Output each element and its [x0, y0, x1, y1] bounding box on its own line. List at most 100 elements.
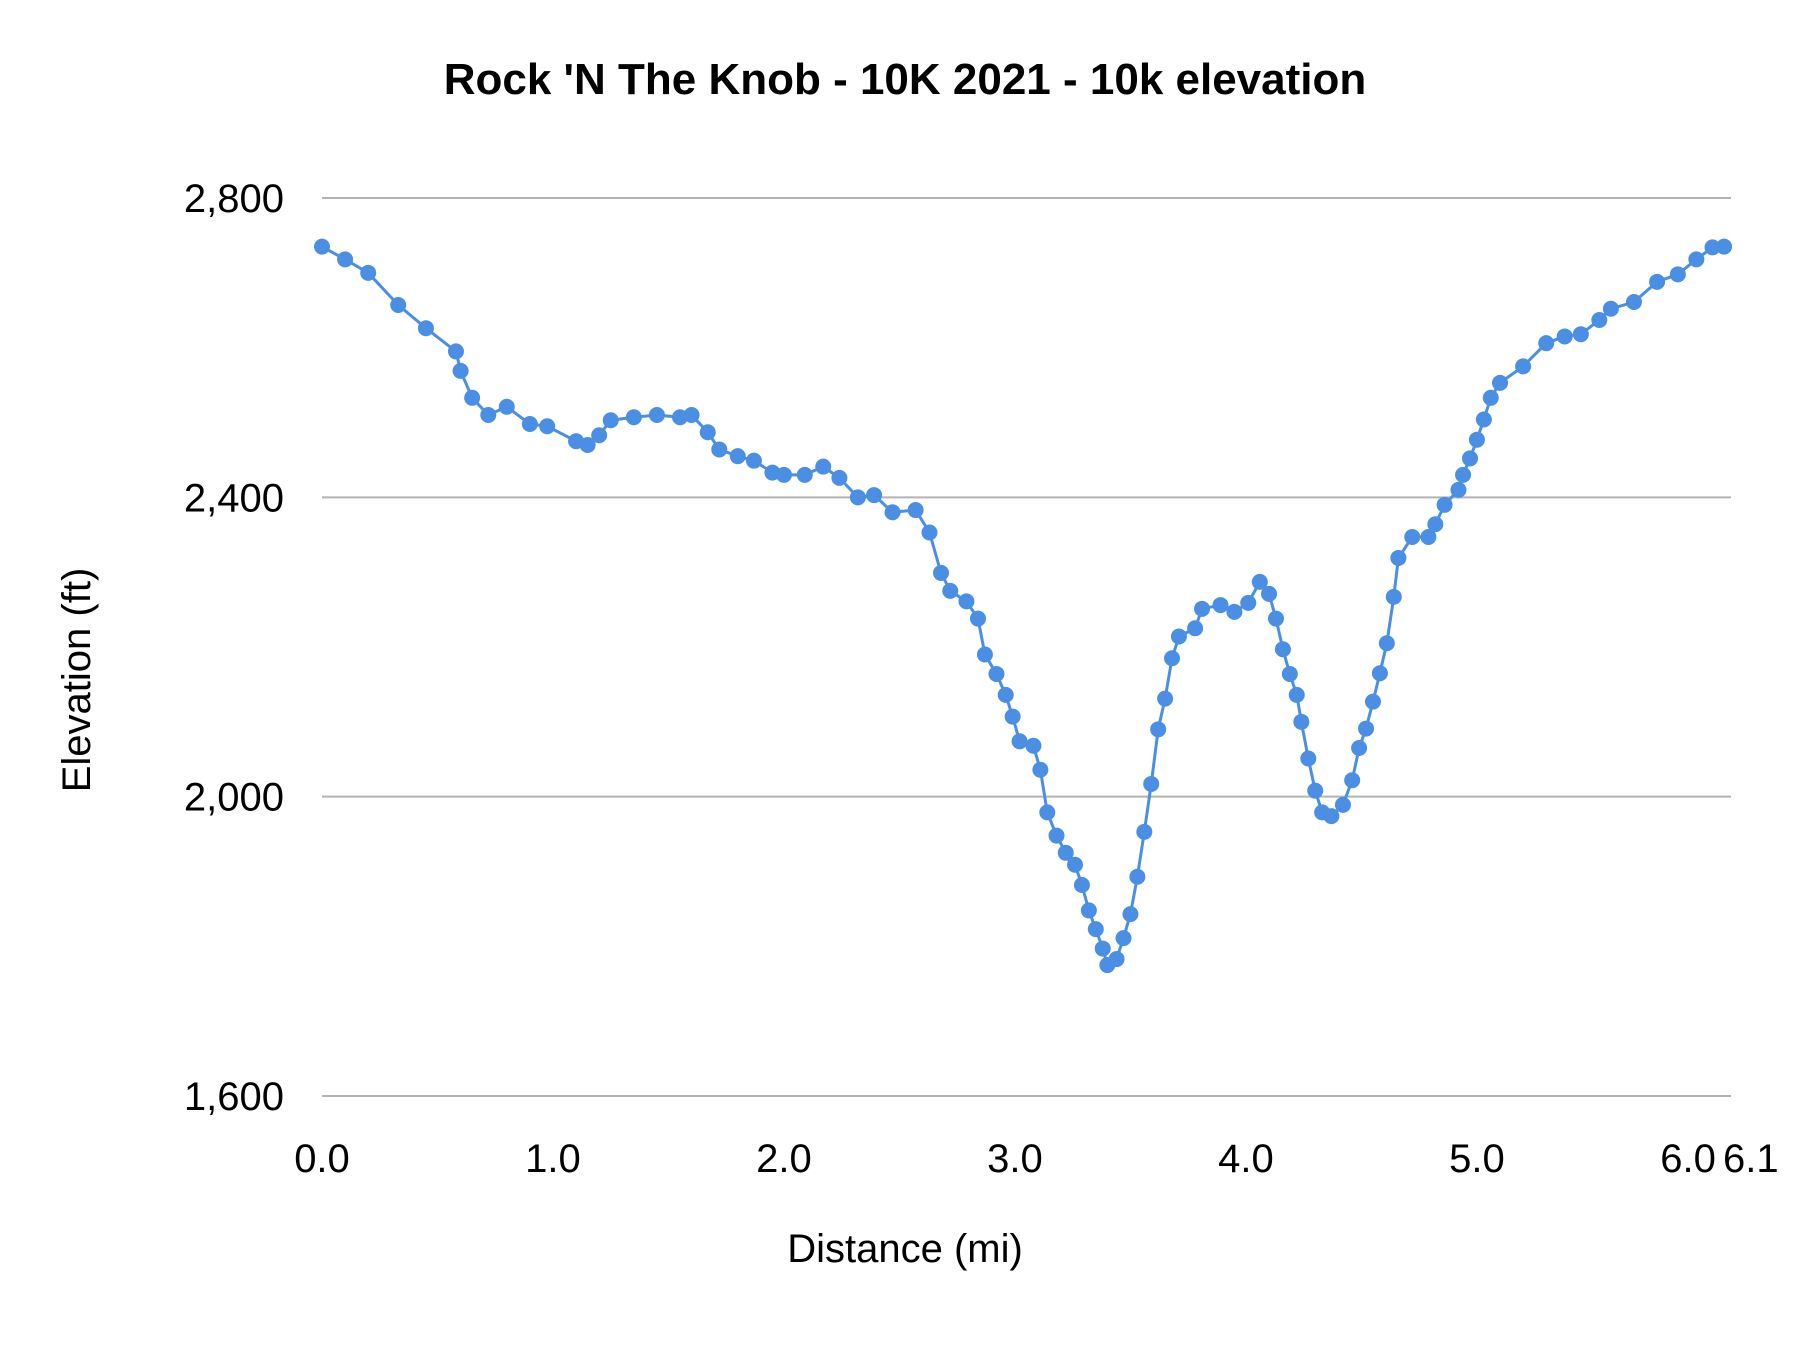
- data-point: [1300, 750, 1317, 767]
- data-point: [1461, 450, 1478, 467]
- data-point: [729, 448, 746, 465]
- data-point: [683, 407, 700, 424]
- data-point: [337, 251, 354, 268]
- x-axis-ticks: 0.0 1.0 2.0 3.0 4.0 5.0 6.0 6.1: [294, 1137, 1778, 1181]
- data-point: [314, 238, 330, 255]
- data-point: [775, 466, 792, 483]
- data-point: [1039, 804, 1056, 821]
- data-point: [1094, 940, 1111, 957]
- data-point: [1538, 335, 1555, 352]
- x-tick-label: 5.0: [1449, 1137, 1505, 1181]
- data-point: [1004, 708, 1021, 725]
- data-point: [1468, 431, 1485, 448]
- y-tick-label: 1,600: [184, 1075, 284, 1119]
- data-point: [1371, 665, 1388, 682]
- data-point: [521, 415, 538, 432]
- data-point: [1288, 686, 1305, 703]
- data-point: [988, 665, 1005, 682]
- y-tick-label: 2,800: [184, 177, 284, 221]
- data-point: [1475, 411, 1492, 428]
- y-axis-label: Elevation (ft): [55, 568, 99, 793]
- data-point: [1385, 588, 1402, 605]
- data-point: [1420, 528, 1437, 545]
- data-point: [1164, 650, 1181, 667]
- data-point: [711, 441, 728, 458]
- y-axis-ticks: 1,600 2,000 2,400 2,800: [184, 177, 284, 1119]
- data-point: [480, 407, 497, 424]
- data-point: [1293, 713, 1310, 730]
- data-point: [1267, 610, 1284, 627]
- data-point: [360, 264, 377, 281]
- x-tick-label: 6.1: [1723, 1137, 1779, 1181]
- y-tick-label: 2,000: [184, 776, 284, 820]
- data-point: [1048, 827, 1065, 844]
- data-point: [1344, 772, 1361, 789]
- data-point: [1455, 466, 1472, 483]
- data-point: [1334, 796, 1351, 813]
- data-point: [539, 418, 556, 435]
- data-point: [1136, 823, 1153, 840]
- data-point: [976, 646, 993, 663]
- data-point: [452, 362, 469, 379]
- data-point: [958, 593, 975, 610]
- data-point: [997, 686, 1014, 703]
- data-point: [796, 466, 813, 483]
- data-point: [1351, 740, 1368, 757]
- data-point: [1087, 921, 1104, 938]
- data-point: [591, 427, 608, 444]
- data-point: [1602, 300, 1619, 317]
- data-point: [1032, 761, 1049, 778]
- data-point: [1669, 266, 1686, 283]
- data-point: [1404, 528, 1421, 545]
- data-point: [1143, 775, 1160, 792]
- data-point: [745, 452, 762, 469]
- data-point: [1307, 782, 1324, 799]
- data-point: [602, 412, 619, 429]
- series-elevation: [314, 238, 1733, 974]
- data-point: [866, 487, 883, 504]
- gridlines: [322, 197, 1731, 1097]
- data-point: [907, 502, 924, 519]
- data-point: [831, 469, 848, 486]
- data-point: [1450, 481, 1467, 498]
- data-point: [579, 436, 596, 453]
- x-tick-label: 4.0: [1218, 1137, 1274, 1181]
- data-point: [1556, 328, 1573, 345]
- data-point: [1067, 856, 1084, 873]
- series-line: [321, 245, 1725, 967]
- data-point: [625, 409, 642, 426]
- data-point: [1251, 573, 1268, 590]
- data-point: [921, 524, 938, 541]
- data-point: [942, 582, 959, 599]
- data-point: [1274, 641, 1291, 658]
- data-point: [1364, 693, 1381, 710]
- data-point: [1704, 239, 1721, 256]
- data-point: [1572, 326, 1589, 343]
- x-tick-label: 0.0: [294, 1137, 350, 1181]
- data-point: [699, 424, 716, 441]
- data-point: [1649, 273, 1666, 290]
- data-point: [1150, 721, 1167, 738]
- data-point: [1080, 902, 1097, 919]
- data-point: [1688, 251, 1705, 268]
- data-point: [933, 564, 950, 581]
- data-point: [648, 407, 665, 424]
- data-point: [1187, 620, 1204, 637]
- x-tick-label: 3.0: [987, 1137, 1043, 1181]
- data-point: [1212, 597, 1229, 614]
- data-point: [1625, 294, 1642, 311]
- data-point: [1323, 808, 1340, 825]
- chart-title: Rock 'N The Knob - 10K 2021 - 10k elevat…: [444, 55, 1367, 104]
- data-point: [464, 389, 481, 406]
- data-point: [884, 504, 901, 521]
- data-point: [969, 610, 986, 627]
- x-tick-label: 1.0: [525, 1137, 581, 1181]
- data-point: [849, 489, 866, 506]
- data-point: [1482, 389, 1499, 406]
- data-point: [1170, 628, 1187, 645]
- data-point: [1157, 690, 1174, 707]
- data-point: [1436, 496, 1453, 513]
- data-point: [1281, 665, 1298, 682]
- data-point: [390, 297, 407, 314]
